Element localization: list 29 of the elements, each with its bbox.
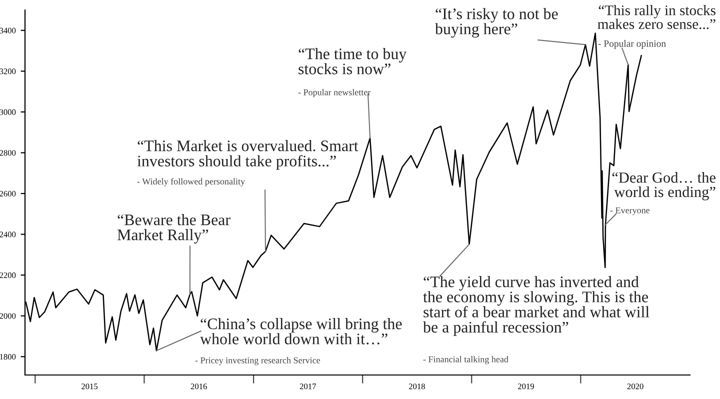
y-tick-label: 3200 — [0, 68, 16, 74]
annotation: - Pricey investing research Service — [195, 357, 320, 366]
annotation: “Beware the Bear Market Rally” — [117, 214, 230, 244]
annotation: - Widely followed personality — [137, 178, 245, 186]
annotation: - Financial talking head — [423, 356, 508, 364]
y-tick-label: 2000 — [0, 313, 16, 319]
y-tick-label: 3000 — [0, 109, 16, 115]
y-tick-label: 2400 — [0, 232, 16, 238]
annotation: “The yield curve has inverted and the economy is slowing. This is the start of a bear market and what will be a painful recession” — [423, 276, 650, 336]
x-tick-label: 2016 — [190, 384, 207, 390]
x-tick-label: 2015 — [82, 384, 98, 390]
y-tick-label: 2200 — [0, 272, 16, 278]
y-tick-label: 2600 — [0, 190, 16, 196]
annotation: - Popular newsletter — [298, 89, 371, 98]
annotation: “This rally in stocks makes zero sense...” — [598, 5, 716, 30]
annotation: “China’s collapse will bring the whole world down with it…” — [200, 318, 402, 344]
annotation: “It’s risky to not be buying here” — [435, 8, 558, 38]
annotation: “The time to buy stocks is now” — [298, 48, 407, 74]
y-tick-label: 1800 — [0, 354, 16, 360]
annotation: “This Market is overvalued. Smart investors should take profits...” — [137, 140, 358, 170]
annotation: “Dear God… the world is ending” — [612, 172, 716, 200]
y-tick-label: 3400 — [0, 28, 16, 34]
x-tick-label: 2018 — [408, 384, 425, 390]
x-tick-label: 2019 — [518, 384, 534, 390]
annotation: - Popular opinion — [598, 40, 666, 49]
y-tick-label: 2800 — [0, 150, 16, 156]
x-tick-label: 2020 — [627, 384, 644, 390]
x-tick-label: 2017 — [300, 384, 316, 390]
annotation: - Everyone — [610, 207, 650, 216]
